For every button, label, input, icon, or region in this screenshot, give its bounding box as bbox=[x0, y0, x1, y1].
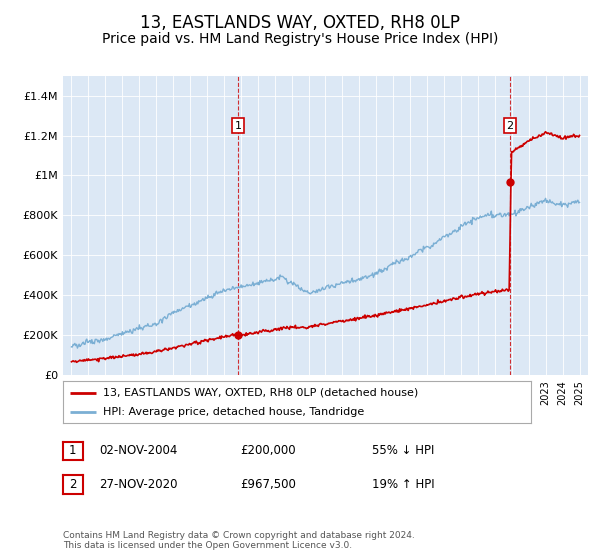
Text: 27-NOV-2020: 27-NOV-2020 bbox=[99, 478, 178, 491]
Text: 13, EASTLANDS WAY, OXTED, RH8 0LP: 13, EASTLANDS WAY, OXTED, RH8 0LP bbox=[140, 14, 460, 32]
Text: Contains HM Land Registry data © Crown copyright and database right 2024.
This d: Contains HM Land Registry data © Crown c… bbox=[63, 530, 415, 550]
Text: 2: 2 bbox=[506, 120, 514, 130]
Text: 55% ↓ HPI: 55% ↓ HPI bbox=[372, 444, 434, 458]
Text: 1: 1 bbox=[235, 120, 242, 130]
Text: 19% ↑ HPI: 19% ↑ HPI bbox=[372, 478, 434, 491]
Text: £967,500: £967,500 bbox=[240, 478, 296, 491]
Text: 1: 1 bbox=[69, 444, 77, 458]
Text: £200,000: £200,000 bbox=[240, 444, 296, 458]
Text: HPI: Average price, detached house, Tandridge: HPI: Average price, detached house, Tand… bbox=[103, 407, 364, 417]
Text: 2: 2 bbox=[69, 478, 77, 491]
Text: Price paid vs. HM Land Registry's House Price Index (HPI): Price paid vs. HM Land Registry's House … bbox=[102, 32, 498, 46]
Text: 02-NOV-2004: 02-NOV-2004 bbox=[99, 444, 178, 458]
Text: 13, EASTLANDS WAY, OXTED, RH8 0LP (detached house): 13, EASTLANDS WAY, OXTED, RH8 0LP (detac… bbox=[103, 388, 418, 398]
